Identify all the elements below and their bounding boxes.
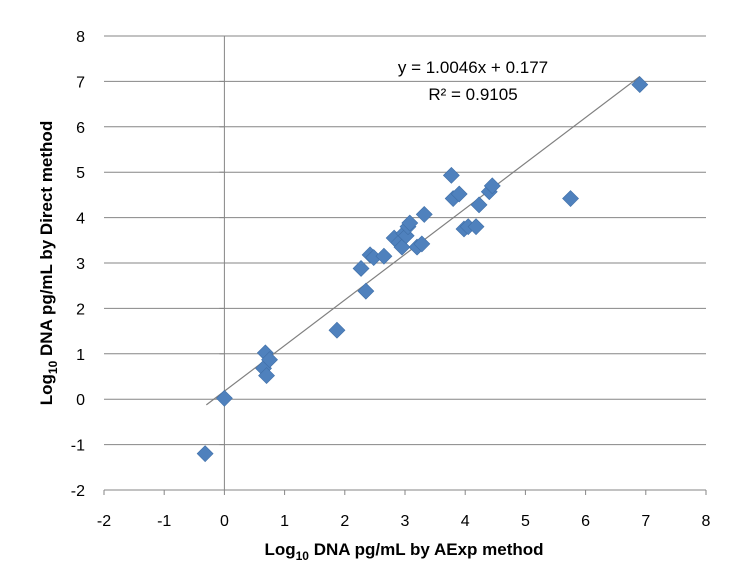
x-tick-label: -2 <box>97 513 111 530</box>
data-point <box>415 205 433 223</box>
r-squared-label: R² = 0.9105 <box>428 85 517 104</box>
x-tick-label: 1 <box>280 513 289 530</box>
y-axis-title-prefix: Log <box>37 374 56 405</box>
data-point <box>261 351 278 369</box>
data-points <box>196 76 649 463</box>
y-axis-title: Log10 DNA pg/mL by Direct method <box>37 121 60 405</box>
y-tick-label: 2 <box>76 301 85 318</box>
data-point <box>470 196 488 214</box>
y-axis-title-subscript: 10 <box>46 360 60 374</box>
gridlines <box>104 35 706 491</box>
data-point <box>442 166 460 184</box>
data-point <box>413 235 431 253</box>
data-point <box>357 282 375 300</box>
y-tick-label: -1 <box>71 438 85 455</box>
x-tick-label: 2 <box>340 513 349 530</box>
y-tick-label: 5 <box>76 165 85 182</box>
y-tick-label: 0 <box>76 392 85 409</box>
x-tick-label: 5 <box>521 513 530 530</box>
x-tick-label: 3 <box>401 513 410 530</box>
x-tick-label: 7 <box>641 513 650 530</box>
y-axis-title-rest: DNA pg/mL by Direct method <box>37 121 56 361</box>
x-axis-title-prefix: Log <box>264 540 295 559</box>
data-point <box>215 389 233 407</box>
y-axis-title-wrap: Log10 DNA pg/mL by Direct method <box>37 121 60 405</box>
y-tick-label: 4 <box>76 211 85 228</box>
x-tick-labels: -2 -1 0 1 2 3 4 5 6 7 8 <box>97 490 711 530</box>
y-tick-label: 1 <box>76 347 85 364</box>
data-point <box>450 185 468 203</box>
data-point <box>467 218 485 236</box>
data-point <box>483 177 501 195</box>
x-tick-label: 4 <box>461 513 470 530</box>
trendline-equation: y = 1.0046x + 0.177 <box>398 58 548 77</box>
x-tick-label: 0 <box>220 513 229 530</box>
y-tick-label: 3 <box>76 256 85 273</box>
x-tick-label: 8 <box>702 513 711 530</box>
y-tick-label: -2 <box>71 483 85 500</box>
x-tick-label: -1 <box>157 513 171 530</box>
y-tick-label: 6 <box>76 120 85 137</box>
y-tick-labels: -2 -1 0 1 2 3 4 5 6 7 8 <box>71 29 225 500</box>
data-point <box>375 247 393 265</box>
data-point <box>352 260 370 277</box>
y-tick-label: 7 <box>76 74 85 91</box>
y-tick-label: 8 <box>76 29 85 46</box>
x-axis-title-subscript: 10 <box>296 549 310 563</box>
x-axis-title: Log10 DNA pg/mL by AExp method <box>264 540 543 563</box>
data-point <box>258 367 275 385</box>
data-point <box>401 214 419 232</box>
data-point <box>328 321 346 339</box>
data-point <box>631 76 649 94</box>
data-point <box>196 445 214 463</box>
x-tick-label: 6 <box>581 513 590 530</box>
x-axis-title-rest: DNA pg/mL by AExp method <box>309 540 544 559</box>
data-point <box>562 190 579 207</box>
